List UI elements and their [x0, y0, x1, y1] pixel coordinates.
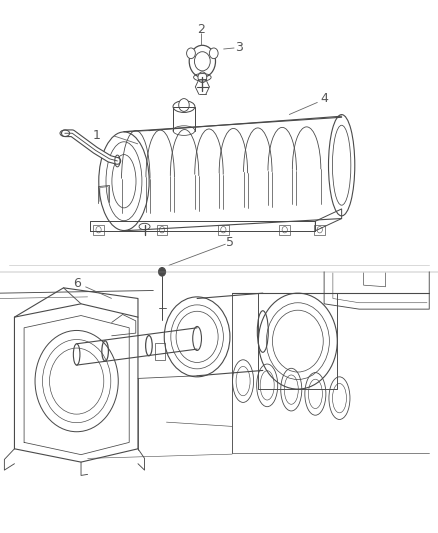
Text: 4: 4	[320, 92, 328, 105]
Text: 6: 6	[73, 277, 81, 290]
Text: 1: 1	[92, 130, 100, 142]
Circle shape	[179, 99, 189, 111]
Circle shape	[198, 72, 207, 83]
Circle shape	[159, 268, 166, 276]
Circle shape	[209, 48, 218, 59]
Ellipse shape	[173, 101, 195, 112]
Text: 3: 3	[235, 42, 243, 54]
Text: 5: 5	[226, 236, 234, 249]
Ellipse shape	[328, 115, 355, 216]
Text: 2: 2	[198, 23, 205, 36]
Circle shape	[187, 48, 195, 59]
